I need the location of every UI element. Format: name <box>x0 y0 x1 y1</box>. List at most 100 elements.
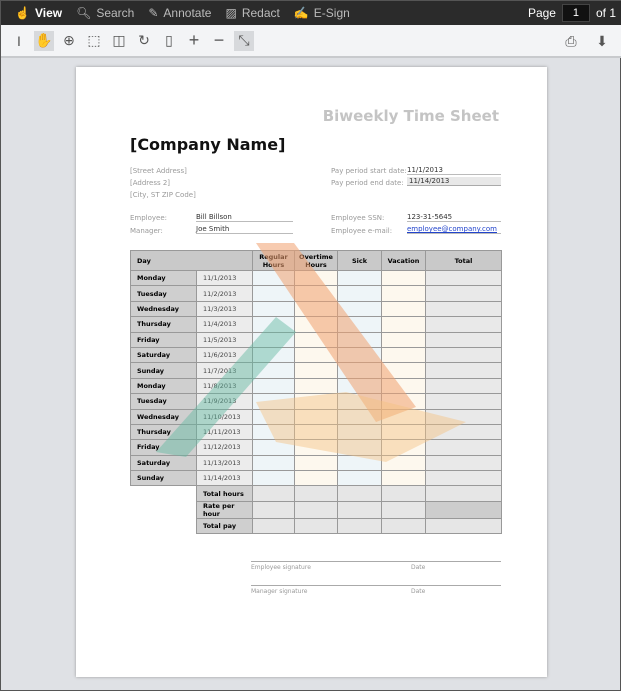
sick-cell[interactable] <box>337 300 382 318</box>
regular-hours-cell[interactable] <box>252 393 295 410</box>
table-row: Monday 11/8/2013 <box>130 377 502 395</box>
sick-cell[interactable] <box>337 346 382 364</box>
table-row: Monday 11/1/2013 <box>130 269 502 287</box>
overtime-hours-cell[interactable] <box>294 470 338 487</box>
search-tab[interactable]: 🔍︎ Search <box>76 6 135 20</box>
redact-tab[interactable]: ▨ Redact <box>225 6 280 20</box>
zoom-in-icon[interactable]: + <box>188 30 200 50</box>
regular-hours-cell[interactable] <box>252 500 295 519</box>
vacation-cell[interactable] <box>381 316 426 333</box>
overtime-hours-cell[interactable] <box>294 346 338 364</box>
overtime-hours-cell[interactable] <box>294 393 338 410</box>
overtime-hours-cell[interactable] <box>294 377 338 395</box>
summary-total-cell <box>425 485 502 502</box>
total-cell <box>425 300 502 318</box>
sick-cell[interactable] <box>337 269 382 287</box>
fullscreen-icon[interactable]: ⤡ <box>234 30 254 51</box>
sick-cell[interactable] <box>337 423 382 441</box>
day-cell: Friday <box>130 439 197 456</box>
zoom-out-icon[interactable]: − <box>213 30 225 50</box>
table-row: Tuesday 11/2/2013 <box>130 285 502 302</box>
sum-cell <box>337 485 382 502</box>
vacation-cell[interactable] <box>381 285 426 302</box>
regular-hours-cell[interactable] <box>252 285 295 302</box>
view-tab[interactable]: ☝ View <box>15 6 63 20</box>
sick-cell[interactable] <box>337 331 382 348</box>
regular-hours-cell[interactable] <box>252 408 295 425</box>
vacation-cell[interactable] <box>381 500 426 519</box>
day-cell: Sunday <box>130 362 197 379</box>
overtime-hours-cell[interactable] <box>294 269 338 287</box>
table-row: Wednesday 11/10/2013 <box>130 408 502 425</box>
fit-page-icon[interactable]: ▯ <box>165 32 173 48</box>
table-row: Sunday 11/7/2013 <box>130 362 502 379</box>
regular-hours-cell[interactable] <box>252 331 295 348</box>
regular-hours-cell[interactable] <box>252 423 295 441</box>
sick-cell[interactable] <box>337 377 382 395</box>
zoom-area-icon[interactable]: ⊕ <box>63 32 75 48</box>
total-cell <box>425 316 502 333</box>
regular-hours-cell[interactable] <box>252 439 295 456</box>
marquee-select-icon[interactable]: ⬚ <box>87 32 101 48</box>
vacation-cell[interactable] <box>381 470 426 487</box>
sick-cell[interactable] <box>337 470 382 487</box>
print-icon[interactable]: ⎙ <box>565 32 577 49</box>
vacation-cell[interactable] <box>381 362 426 379</box>
overtime-hours-cell[interactable] <box>294 362 338 379</box>
overtime-hours-cell[interactable] <box>294 285 338 302</box>
overtime-hours-cell[interactable] <box>294 500 338 519</box>
total-cell <box>425 285 502 302</box>
overtime-hours-cell[interactable] <box>294 316 338 333</box>
vacation-cell[interactable] <box>381 300 426 318</box>
regular-hours-cell[interactable] <box>252 300 295 318</box>
overtime-hours-cell[interactable] <box>294 439 338 456</box>
overtime-hours-cell[interactable] <box>294 331 338 348</box>
sick-cell[interactable] <box>337 285 382 302</box>
header-total: Total <box>425 250 502 271</box>
regular-hours-cell[interactable] <box>252 377 295 395</box>
sick-cell[interactable] <box>337 393 382 410</box>
page-input[interactable] <box>561 4 590 22</box>
sick-cell[interactable] <box>337 454 382 472</box>
date-cell: 11/4/2013 <box>196 316 253 333</box>
rotate-icon[interactable]: ↻ <box>138 32 150 48</box>
fit-width-icon[interactable]: ◫ <box>112 32 126 48</box>
download-icon[interactable]: ⬇ <box>596 32 608 49</box>
sum-cell <box>294 517 338 535</box>
regular-hours-cell[interactable] <box>252 346 295 364</box>
regular-hours-cell[interactable] <box>252 316 295 333</box>
overtime-hours-cell[interactable] <box>294 423 338 441</box>
hand-pointer-icon: ☝ <box>15 6 30 20</box>
text-select-icon[interactable]: I <box>17 32 21 49</box>
overtime-hours-cell[interactable] <box>294 300 338 318</box>
regular-hours-cell[interactable] <box>252 454 295 472</box>
email-link[interactable]: employee@company.com <box>407 225 501 234</box>
pan-hand-icon[interactable]: ✋ <box>34 30 54 51</box>
vacation-cell[interactable] <box>381 346 426 364</box>
total-cell <box>425 331 502 348</box>
vacation-cell[interactable] <box>381 408 426 425</box>
email-label: Employee e-mail: <box>331 227 393 235</box>
vacation-cell[interactable] <box>381 377 426 395</box>
regular-hours-cell[interactable] <box>252 470 295 487</box>
vacation-cell[interactable] <box>381 393 426 410</box>
sick-cell[interactable] <box>337 362 382 379</box>
annotate-tab[interactable]: ✎ Annotate <box>148 6 212 20</box>
regular-hours-cell[interactable] <box>252 362 295 379</box>
table-row: Tuesday 11/9/2013 <box>130 393 502 410</box>
sick-cell[interactable] <box>337 408 382 425</box>
sick-cell[interactable] <box>337 500 382 519</box>
vacation-cell[interactable] <box>381 423 426 441</box>
overtime-hours-cell[interactable] <box>294 454 338 472</box>
esign-tab[interactable]: ✍ E-Sign <box>293 6 350 20</box>
vacation-cell[interactable] <box>381 331 426 348</box>
sick-cell[interactable] <box>337 316 382 333</box>
regular-hours-cell[interactable] <box>252 269 295 287</box>
sick-cell[interactable] <box>337 439 382 456</box>
overtime-hours-cell[interactable] <box>294 408 338 425</box>
summary-row: Total hours <box>131 485 502 502</box>
vacation-cell[interactable] <box>381 454 426 472</box>
vacation-cell[interactable] <box>381 439 426 456</box>
vacation-cell[interactable] <box>381 269 426 287</box>
date-cell: 11/2/2013 <box>196 285 253 302</box>
